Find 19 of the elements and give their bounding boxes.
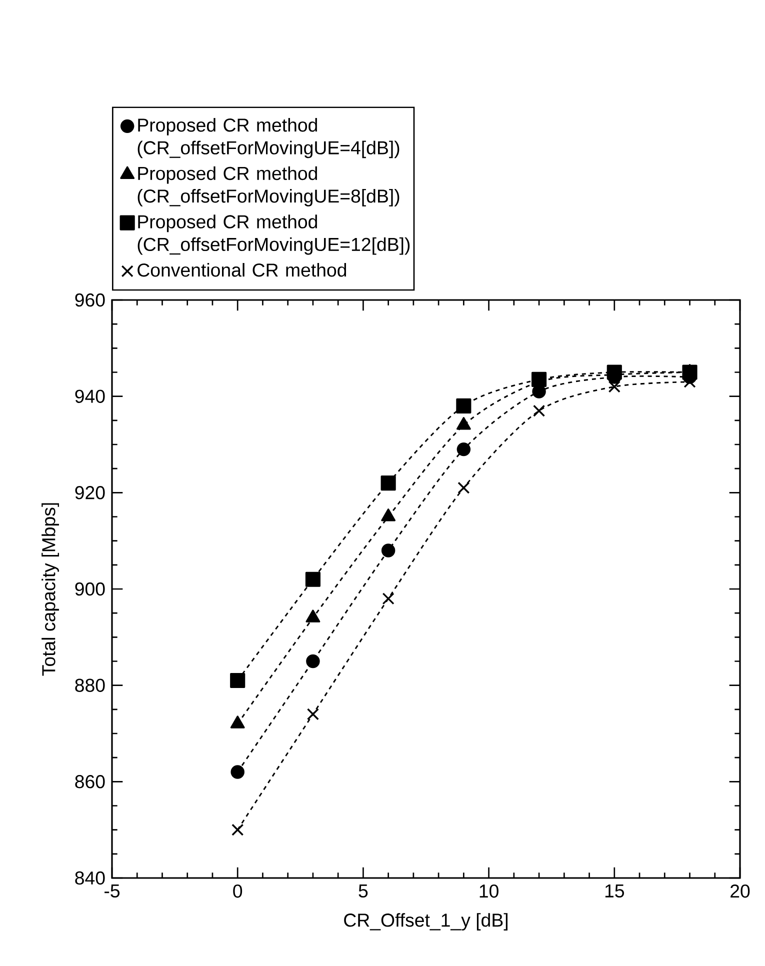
x-tick-label: 10 bbox=[480, 884, 498, 898]
x-axis-title: CR_Offset_1_y [dB] bbox=[344, 913, 508, 930]
x-tick-label: 15 bbox=[605, 884, 624, 898]
x-tick-label: -5 bbox=[104, 884, 120, 898]
y-tick-label: 940 bbox=[75, 390, 105, 403]
y-tick-label: 900 bbox=[75, 582, 105, 596]
y-tick-label: 960 bbox=[75, 293, 105, 307]
x-tick-label: 0 bbox=[233, 884, 242, 898]
y-tick-label: 860 bbox=[75, 775, 105, 788]
x-tick-label: 5 bbox=[358, 884, 368, 898]
legend-label: Proposed CR method (CR_offsetForMovingUE=8[dB]) bbox=[138, 166, 400, 206]
y-tick-label: 880 bbox=[75, 678, 105, 692]
y-tick-label: 840 bbox=[75, 871, 105, 885]
y-tick-label: 920 bbox=[75, 486, 105, 500]
legend-label: Proposed CR method (CR_offsetForMovingUE=12[dB]) bbox=[138, 214, 410, 255]
legend-label: Proposed CR method (CR_offsetForMovingUE=4[dB]) bbox=[138, 118, 400, 158]
y-axis-title: Total capacity [Mbps] bbox=[42, 503, 59, 676]
x-tick-label: 20 bbox=[730, 884, 750, 898]
legend-label: Conventional CR method bbox=[138, 263, 346, 277]
